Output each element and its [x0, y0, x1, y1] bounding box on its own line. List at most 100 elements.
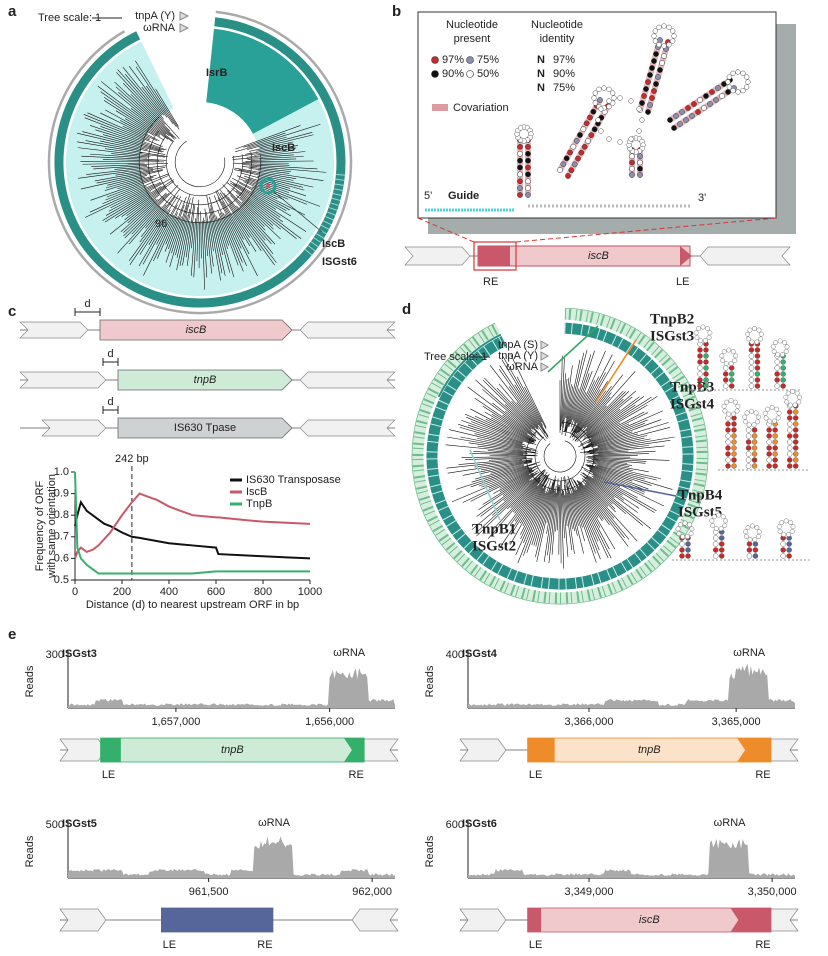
nucleotide: [746, 553, 753, 559]
track-name: ISGst3: [62, 648, 97, 660]
loop-nucleotide: [743, 529, 748, 535]
ring-marker: [540, 340, 550, 350]
nucleotide: [766, 433, 772, 439]
x-axis-label: Distance (d) to nearest upstream ORF in …: [86, 599, 299, 611]
loop-nucleotide: [592, 90, 598, 96]
loop-nucleotide: [726, 411, 732, 417]
legend-dot: [431, 70, 439, 78]
loop-nucleotide: [763, 415, 769, 421]
callout: ISGst6: [322, 256, 357, 268]
structure-box: [417, 11, 777, 219]
nucleotide: [745, 457, 752, 463]
nucleotide: [573, 137, 580, 144]
y-label: Reads: [424, 835, 436, 867]
ring-label: tnpA (S): [498, 339, 538, 351]
loop-nucleotide: [773, 340, 779, 345]
nucleotide: [774, 359, 780, 365]
legend-label: 75%: [477, 54, 499, 66]
nucleotide: [748, 353, 755, 359]
nucleotide: [649, 65, 655, 71]
flank-gene: [41, 419, 107, 437]
loop-nucleotide: [711, 514, 717, 520]
loop-nucleotide: [730, 411, 736, 417]
nucleotide: [731, 439, 737, 445]
nucleotide: [517, 171, 523, 178]
nucleotide: [587, 114, 593, 121]
nucleotide: [653, 81, 659, 87]
loop-nucleotide: [730, 349, 736, 355]
loop-nucleotide: [745, 525, 751, 531]
loop-nucleotide: [723, 518, 729, 524]
nucleotide: [745, 433, 752, 439]
loop-nucleotide: [700, 324, 706, 330]
loop-nucleotide: [707, 330, 713, 336]
nucleotide: [525, 150, 531, 157]
nucleotide: [745, 439, 752, 445]
nucleotide: [703, 377, 709, 383]
highlight: [259, 177, 277, 195]
x-tick-label: 3,365,000: [712, 716, 761, 728]
loop-nucleotide: [780, 352, 785, 357]
end-label: RE: [755, 939, 770, 951]
loop-nucleotide: [749, 408, 754, 414]
loop-nucleotide: [670, 38, 676, 44]
coverage: [68, 836, 395, 878]
loop-nucleotide: [744, 84, 750, 90]
panel-letter: b: [392, 3, 401, 20]
loop-nucleotide: [735, 403, 741, 409]
loop-nucleotide: [724, 399, 729, 405]
x-tick-label: 800: [254, 586, 272, 598]
nucleotide: [748, 377, 755, 383]
outer-ring-edge: [411, 307, 709, 605]
nucleotide: [729, 377, 735, 383]
flank-gene: [59, 908, 107, 932]
loop-nucleotide: [734, 408, 740, 414]
nucleotide: [751, 433, 758, 439]
nucleotide: [787, 451, 793, 457]
loop-nucleotide: [767, 418, 773, 424]
nucleotide: [772, 451, 778, 457]
legend-label: 75%: [553, 82, 575, 94]
nucleotide: [774, 365, 780, 371]
outer-ring-ticks: [412, 308, 708, 604]
nucleotide: [517, 144, 523, 150]
coverage: [68, 667, 395, 708]
loop-nucleotide: [636, 106, 642, 112]
loop-nucleotide: [718, 526, 724, 532]
end-label: RE: [483, 276, 498, 288]
track-name: ISGst6: [462, 818, 497, 830]
panel-letter: e: [8, 626, 16, 643]
nucleotide: [772, 427, 778, 433]
nucleotide: [703, 347, 709, 353]
loop-nucleotide: [783, 349, 789, 354]
gene: [527, 907, 772, 933]
nucleotide: [671, 125, 677, 131]
end-label: LE: [529, 939, 542, 951]
nucleotide: [568, 167, 575, 174]
loop-nucleotide: [743, 534, 749, 539]
loop-nucleotide: [723, 361, 729, 367]
nucleotide: [731, 457, 737, 463]
y-tick-label: 0.8: [54, 509, 69, 521]
nucleotide: [723, 365, 729, 371]
nucleotide: [719, 93, 725, 99]
nucleotide: [637, 172, 643, 178]
loop-nucleotide: [753, 410, 759, 416]
loop-nucleotide: [774, 406, 780, 412]
nucleotide: [729, 383, 735, 389]
nucleotide: [754, 377, 761, 383]
loop-nucleotide: [769, 405, 775, 410]
nucleotide: [525, 192, 531, 198]
loop-nucleotide: [611, 95, 617, 101]
ring-label: ωRNA: [143, 22, 175, 34]
nucleotide: [677, 121, 683, 127]
nucleotide: [766, 463, 772, 469]
nucleotide: [557, 167, 563, 173]
nucleotide: [577, 132, 583, 138]
nucleotide: [748, 365, 755, 371]
nucleotide: [525, 164, 531, 171]
legend-label: 97%: [442, 54, 464, 66]
loop-nucleotide: [775, 352, 781, 357]
nucleotide: [679, 541, 685, 547]
nucleotide: [525, 178, 531, 185]
